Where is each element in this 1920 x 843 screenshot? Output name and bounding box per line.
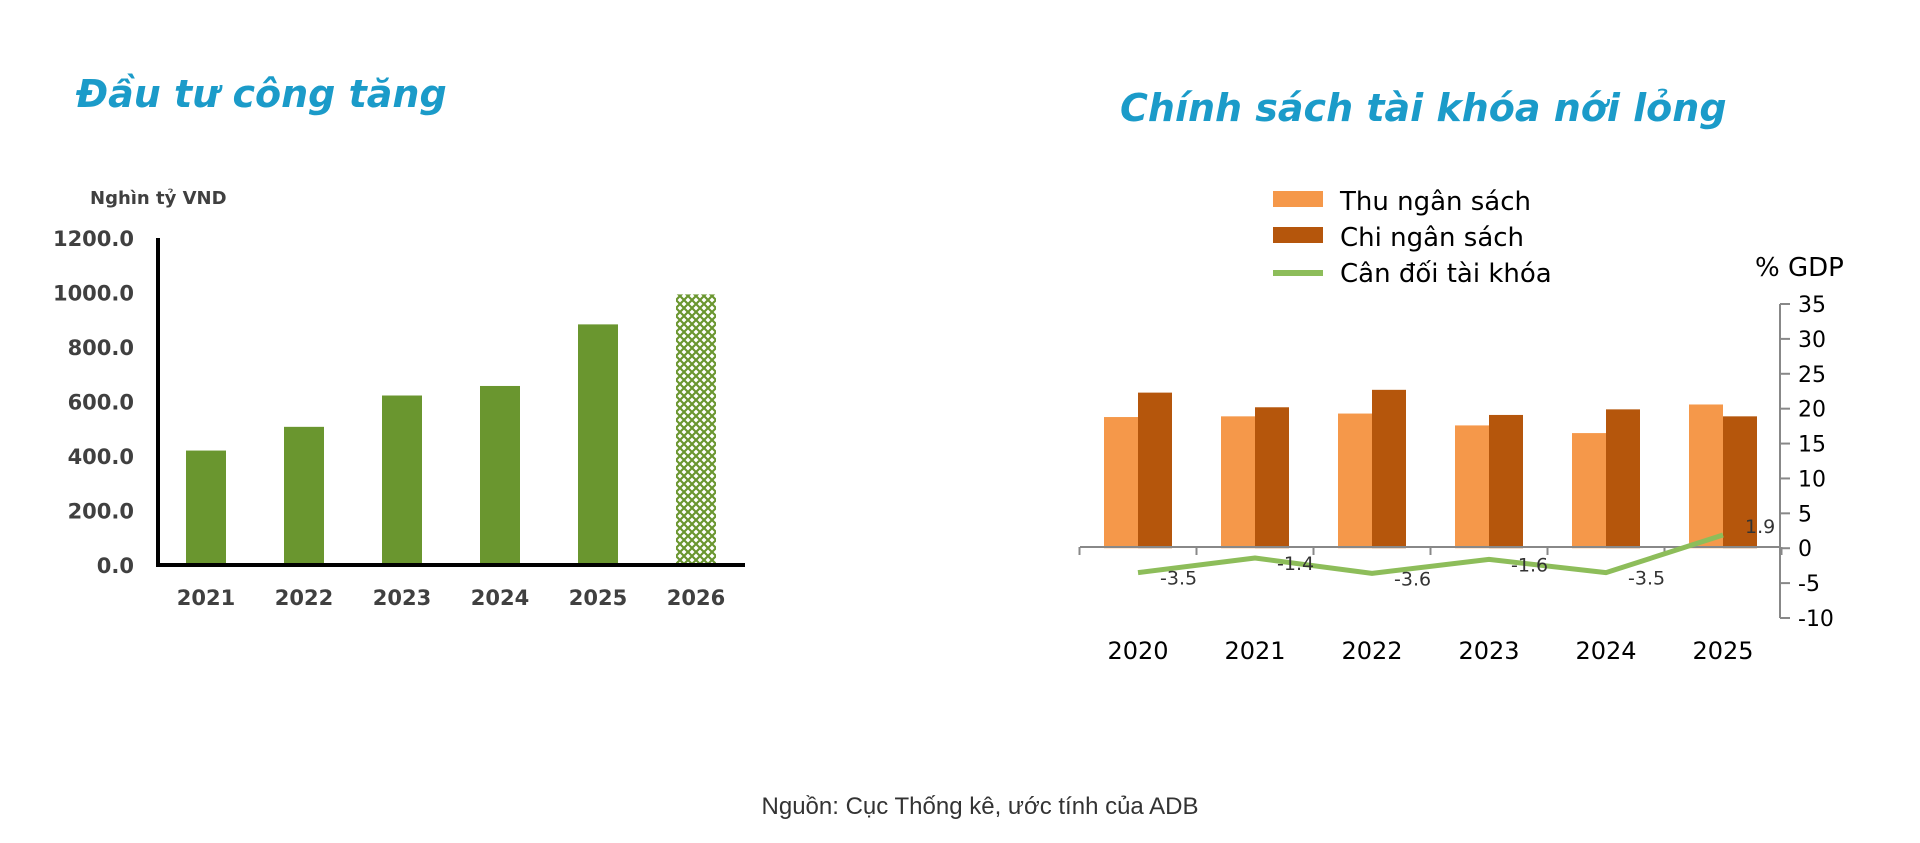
y-tick-label: 1200.0: [53, 227, 134, 251]
bar: [1255, 407, 1289, 549]
x-tick-label: 2020: [1107, 637, 1168, 665]
data-label: -1.4: [1277, 553, 1314, 575]
x-tick-label: 2025: [569, 586, 627, 610]
x-tick-label: 2024: [471, 586, 529, 610]
bar: [284, 426, 324, 565]
y-tick-label: -10: [1798, 607, 1834, 632]
y-tick-label: 200.0: [68, 500, 134, 524]
y-tick-label: 1000.0: [53, 282, 134, 306]
bar-estimate: [676, 294, 716, 565]
bar: [1689, 404, 1723, 549]
bar: [1221, 416, 1255, 549]
fiscal-policy-chart: Thu ngân sách Chi ngân sách Cân đối tài kh…: [1078, 187, 1844, 665]
bar: [1138, 392, 1172, 549]
bar: [1723, 416, 1757, 549]
bar: [1338, 413, 1372, 549]
public-investment-chart: Nghìn tỷ VND 0.0 200.0 400.0 600.0 800.0 1000…: [53, 188, 745, 610]
y-tick-label: 400.0: [68, 445, 134, 469]
x-tick-label: 2024: [1575, 637, 1636, 665]
bar: [578, 324, 618, 565]
x-tick-label: 2026: [667, 586, 725, 610]
bar: [1372, 389, 1406, 549]
x-tick-label: 2025: [1692, 637, 1753, 665]
bar: [382, 395, 422, 565]
y-tick-label: 800.0: [68, 336, 134, 360]
y-tick-label: 20: [1798, 398, 1826, 423]
y-tick-label: 30: [1798, 328, 1826, 353]
y-tick-label: 15: [1798, 433, 1826, 458]
y-tick-label: 25: [1798, 363, 1826, 388]
y-tick-label: -5: [1798, 572, 1820, 597]
bar: [1455, 425, 1489, 549]
chart-title-fiscal-policy: Chính sách tài khóa nới lỏng: [1120, 86, 1727, 130]
y-tick-label: 10: [1798, 467, 1826, 492]
data-label: -3.5: [1628, 568, 1665, 590]
x-tick-label: 2023: [1458, 637, 1519, 665]
y-tick-label: 600.0: [68, 391, 134, 415]
x-tick-label: 2021: [1224, 637, 1285, 665]
y-axis-unit-label: % GDP: [1755, 253, 1844, 283]
source-note: Nguồn: Cục Thống kê, ước tính của ADB: [761, 793, 1199, 820]
data-label: -1.6: [1511, 554, 1548, 576]
x-tick-label: 2021: [177, 586, 235, 610]
bar: [480, 385, 520, 565]
bar: [1104, 417, 1138, 549]
y-axis-label: Nghìn tỷ VND: [90, 188, 227, 209]
data-label: 1.9: [1745, 516, 1775, 538]
bar: [1489, 414, 1523, 549]
legend-swatch: [1273, 227, 1323, 243]
legend-swatch: [1273, 191, 1323, 207]
y-tick-label: 0.0: [97, 554, 134, 578]
legend: Thu ngân sách Chi ngân sách Cân đối tài kh…: [1273, 187, 1552, 289]
x-tick-label: 2022: [1341, 637, 1402, 665]
chart-title-public-investment: Đầu tư công tăng: [76, 72, 447, 116]
x-tick-label: 2023: [373, 586, 431, 610]
y-tick-label: 0: [1798, 537, 1812, 562]
data-label: -3.6: [1394, 568, 1431, 590]
data-label: -3.5: [1160, 568, 1197, 590]
y-tick-label: 35: [1798, 293, 1826, 318]
x-tick-label: 2022: [275, 586, 333, 610]
legend-label: Cân đối tài khóa: [1340, 259, 1552, 289]
bar: [1606, 409, 1640, 549]
bar: [1572, 433, 1606, 549]
bar: [186, 450, 226, 565]
legend-label: Chi ngân sách: [1340, 223, 1524, 253]
y-tick-label: 5: [1798, 502, 1812, 527]
legend-label: Thu ngân sách: [1339, 187, 1531, 217]
line-series: [1137, 532, 1724, 576]
